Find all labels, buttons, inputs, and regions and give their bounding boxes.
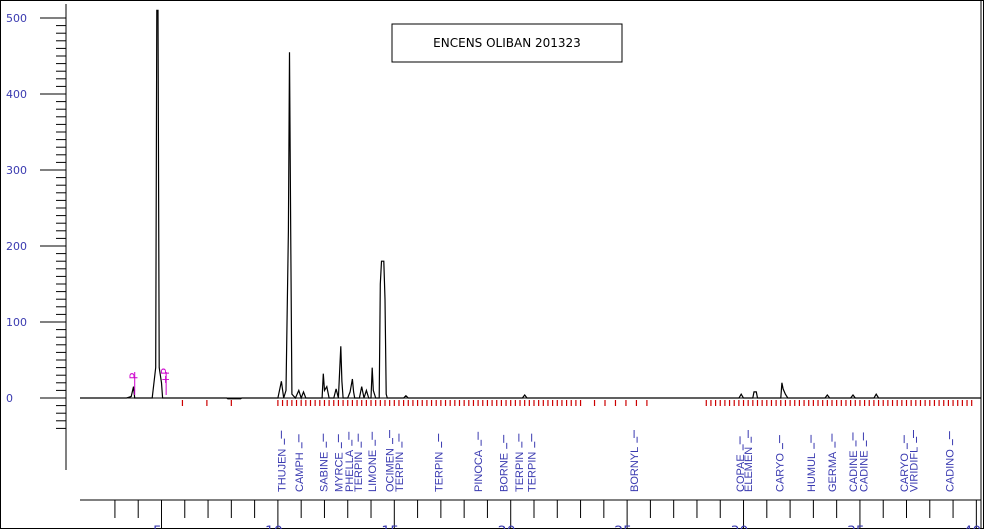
marker-layer: P +P — [128, 368, 172, 395]
x-tick-label: 5 — [153, 524, 162, 529]
x-tick-label: 10 — [265, 524, 283, 529]
chart-title: ENCENS OLIBAN 201323 — [433, 36, 581, 50]
y-tick-label: 0 — [6, 392, 13, 405]
marker-label: +P — [159, 368, 172, 384]
title-box — [391, 23, 623, 63]
x-tick-label: 20 — [498, 524, 516, 529]
peak-label: TERPIN — [434, 452, 446, 492]
x-tick-label: 15 — [381, 524, 399, 529]
reference-peak-ticks — [181, 400, 973, 406]
peak-label: BORNE — [499, 453, 511, 492]
peak-label: PINOCA — [473, 449, 485, 492]
peak-label: TERPIN — [527, 452, 539, 492]
peak-label: TERPIN — [394, 452, 406, 492]
peak-label: SABINE — [318, 452, 330, 492]
x-tick-label: 30 — [731, 524, 749, 529]
x-tick-label: 40 — [963, 524, 981, 529]
y-tick-label: 200 — [6, 240, 27, 253]
peak-label: TERPIN — [514, 452, 526, 492]
title-layer: ENCENS OLIBAN 201323 — [391, 23, 623, 63]
peak-label: CADINE — [848, 450, 860, 492]
peak-label: CAMPH — [294, 452, 306, 492]
trace-layer — [80, 9, 981, 400]
y-tick-label: 300 — [6, 164, 27, 177]
peak-label: CADINE — [858, 450, 870, 492]
peak-label: CARYO — [775, 453, 787, 492]
peak-label: ELEMEN — [743, 447, 755, 492]
x-tick-label: 35 — [847, 524, 865, 529]
peak-label: MYRCE — [333, 452, 345, 492]
y-tick-label: 100 — [6, 316, 27, 329]
peak-label: CARYO — [899, 453, 911, 492]
peak-label: VIRIDIFL — [908, 447, 920, 492]
peak-label: COPAE — [735, 454, 747, 492]
peak-label: GERMA — [827, 451, 839, 492]
marker-label: P — [128, 372, 141, 379]
peak-label: THUJEN — [276, 449, 288, 492]
peak-label: OCIMEN — [385, 448, 397, 492]
peak-label: HUMUL — [806, 453, 818, 492]
peak-label: LIMONE — [367, 450, 379, 492]
y-tick-label: 400 — [6, 88, 27, 101]
peak-label: PHELLA — [344, 449, 356, 492]
ticks-layer: 0 100 200 300 400 500 5 10 15 20 25 30 35 40 — [6, 4, 981, 529]
chromatogram-trace — [80, 9, 981, 400]
x-tick-label: 25 — [614, 524, 632, 529]
y-tick-label: 500 — [6, 12, 27, 25]
peak-label: CADINO — [945, 449, 957, 492]
peak-label: BORNYL — [629, 447, 641, 492]
peak-label: TERPIN — [353, 452, 365, 492]
